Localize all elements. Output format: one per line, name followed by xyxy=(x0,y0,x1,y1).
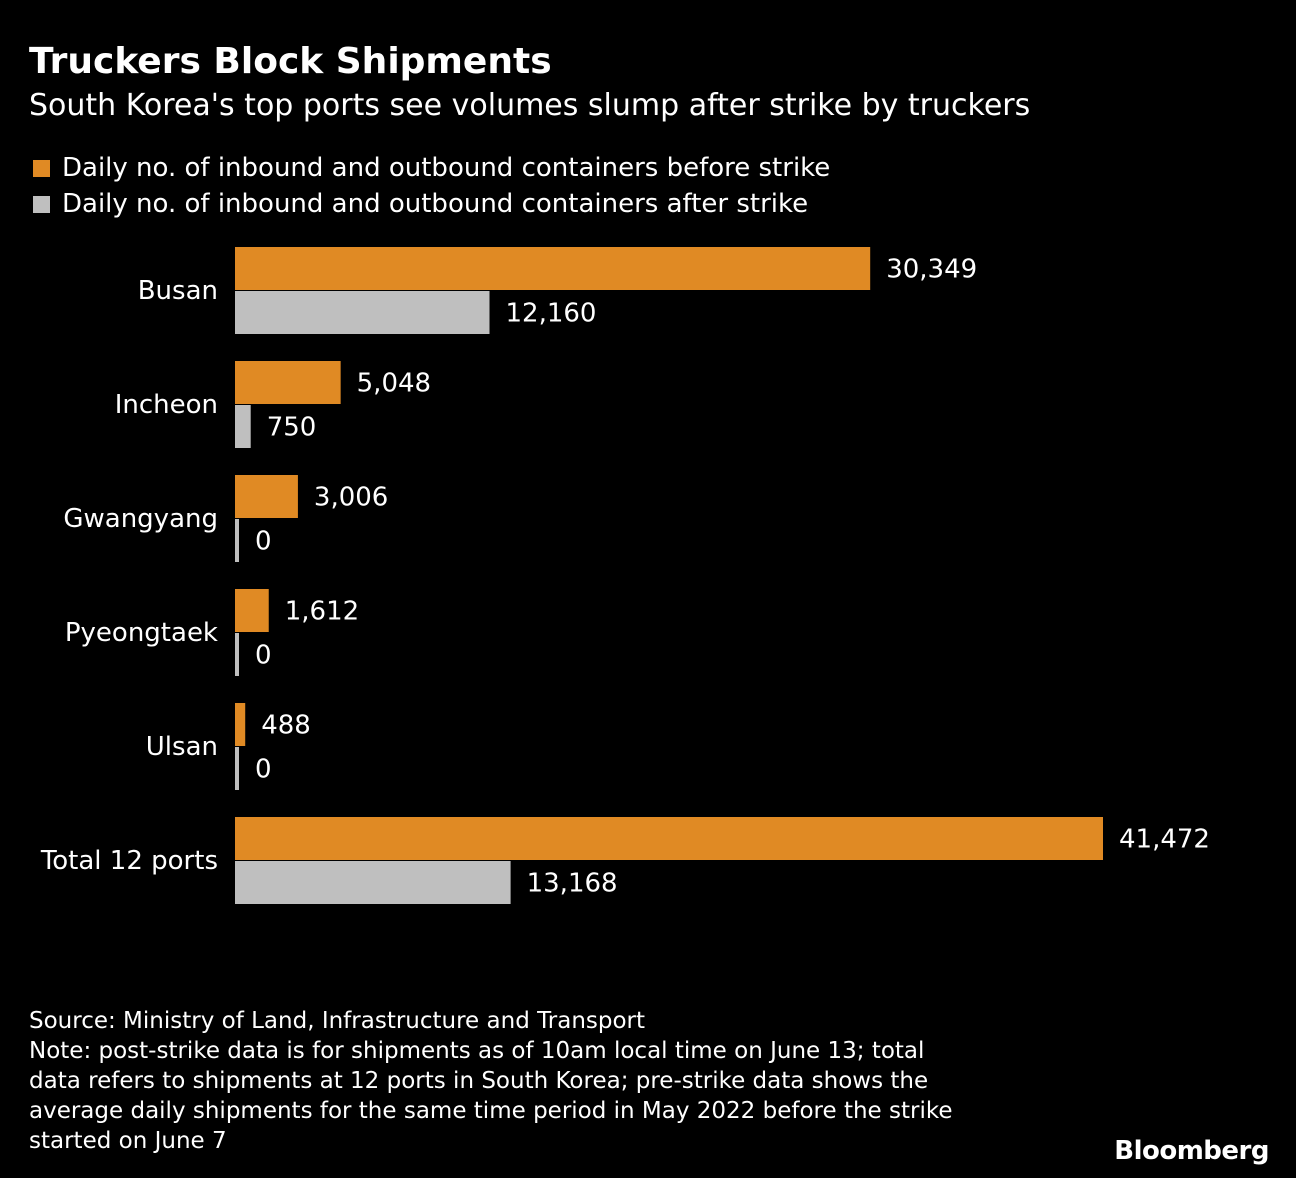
bar-after-incheon xyxy=(235,405,251,448)
bar-after-ulsan xyxy=(235,747,239,790)
value-label-before-incheon: 5,048 xyxy=(357,369,431,399)
value-label-before-total-12-ports: 41,472 xyxy=(1119,825,1210,855)
value-label-before-gwangyang: 3,006 xyxy=(314,483,388,513)
bar-before-gwangyang xyxy=(235,475,298,518)
bar-before-ulsan xyxy=(235,703,246,746)
note-line-1: Note: post-strike data is for shipments … xyxy=(29,1038,925,1064)
note-line-4: started on June 7 xyxy=(29,1128,227,1154)
note-line-3: average daily shipments for the same tim… xyxy=(29,1098,953,1124)
category-label-ulsan: Ulsan xyxy=(146,732,218,762)
value-label-after-busan: 12,160 xyxy=(506,299,597,329)
bar-before-pyeongtaek xyxy=(235,589,269,632)
bar-after-gwangyang xyxy=(235,519,239,562)
bar-after-busan xyxy=(235,291,490,334)
value-label-after-ulsan: 0 xyxy=(255,755,272,785)
value-label-before-pyeongtaek: 1,612 xyxy=(285,597,359,627)
category-label-gwangyang: Gwangyang xyxy=(63,504,218,534)
bar-before-incheon xyxy=(235,361,341,404)
value-label-before-busan: 30,349 xyxy=(886,255,977,285)
source-text: Source: Ministry of Land, Infrastructure… xyxy=(29,1008,646,1034)
bar-before-total-12-ports xyxy=(235,817,1103,860)
value-label-after-gwangyang: 0 xyxy=(255,527,272,557)
bloomberg-logo: Bloomberg xyxy=(1114,1136,1269,1166)
category-label-incheon: Incheon xyxy=(115,390,218,420)
bar-after-total-12-ports xyxy=(235,861,511,904)
value-label-before-ulsan: 488 xyxy=(261,711,311,741)
category-label-pyeongtaek: Pyeongtaek xyxy=(65,618,218,648)
value-label-after-incheon: 750 xyxy=(267,413,317,443)
bar-before-busan xyxy=(235,247,871,290)
chart-subtitle: South Korea's top ports see volumes slum… xyxy=(29,88,1031,123)
bar-chart: Busan 30,349 12,160 Incheon 5,048 750 Gwangyan… xyxy=(40,247,1210,904)
legend-label-before: Daily no. of inbound and outbound contai… xyxy=(62,153,831,183)
category-label-busan: Busan xyxy=(138,276,218,306)
legend-swatch-after xyxy=(33,196,50,213)
category-label-total-12-ports: Total 12 ports xyxy=(40,846,218,876)
chart-footer: Source: Ministry of Land, Infrastructure… xyxy=(29,1006,953,1156)
value-label-after-pyeongtaek: 0 xyxy=(255,641,272,671)
chart-title: Truckers Block Shipments xyxy=(29,41,552,82)
bar-after-pyeongtaek xyxy=(235,633,239,676)
legend-swatch-before xyxy=(33,160,50,177)
legend-label-after: Daily no. of inbound and outbound contai… xyxy=(62,189,809,219)
note-line-2: data refers to shipments at 12 ports in … xyxy=(29,1068,929,1094)
value-label-after-total-12-ports: 13,168 xyxy=(527,869,618,899)
